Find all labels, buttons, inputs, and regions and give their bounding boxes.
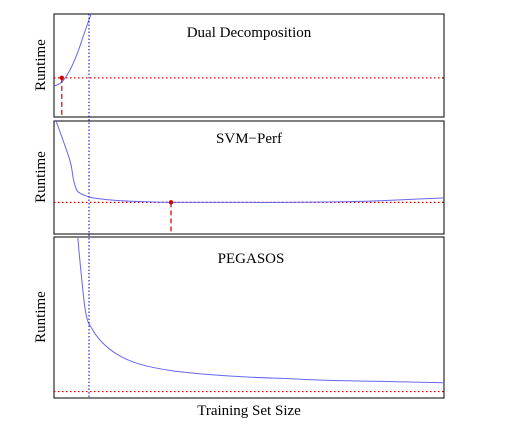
runtime-curve: [55, 121, 444, 203]
panel-title: PEGASOS: [218, 251, 285, 267]
optimum-point: [59, 75, 64, 81]
runtime-curve: [77, 237, 444, 384]
panel-frame: [53, 13, 445, 118]
panel-dual-decomposition: Dual Decomposition Runtime: [33, 13, 445, 118]
panel-title: Dual Decomposition: [187, 25, 312, 41]
panel-title: SVM−Perf: [216, 131, 282, 147]
y-axis-label: Runtime: [33, 39, 49, 91]
panel-frame: [53, 236, 445, 399]
panel-svm-perf: SVM−Perf Runtime: [33, 120, 445, 235]
optimum-point: [168, 200, 174, 205]
panel-frame: [53, 120, 445, 235]
panel-pegasos: PEGASOS Runtime: [33, 236, 445, 399]
x-axis-label: Training Set Size: [197, 403, 301, 419]
runtime-curve: [54, 14, 92, 87]
y-axis-label: Runtime: [33, 291, 49, 343]
y-axis-label: Runtime: [33, 151, 49, 203]
